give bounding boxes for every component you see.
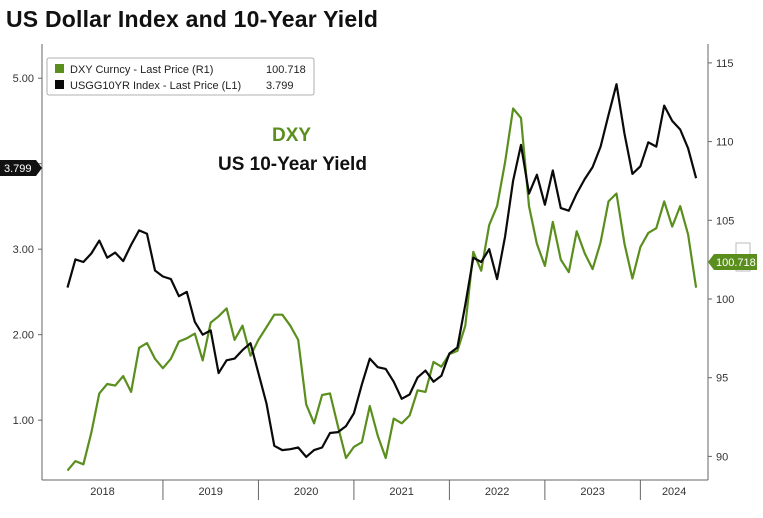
last-value-tag-yield: 3.799 bbox=[0, 160, 42, 176]
legend-swatch-yield bbox=[55, 80, 64, 89]
chart-title: US Dollar Index and 10-Year Yield bbox=[6, 6, 379, 32]
legend-value-yield: 3.799 bbox=[266, 80, 294, 92]
last-value-yield-text: 3.799 bbox=[4, 163, 32, 175]
last-value-tag-dxy: 100.718 bbox=[708, 242, 757, 272]
legend-swatch-dxy bbox=[55, 64, 64, 73]
series-line-yield bbox=[66, 83, 698, 458]
x-tick-label: 2022 bbox=[485, 486, 509, 498]
series-line-dxy bbox=[66, 107, 698, 472]
legend-value-dxy: 100.718 bbox=[266, 64, 306, 76]
left-tick-label: 5.00 bbox=[13, 73, 34, 85]
left-tick-label: 3.00 bbox=[13, 244, 34, 256]
series-layer bbox=[66, 83, 698, 472]
legend-label-yield: USGG10YR Index - Last Price (L1) bbox=[70, 80, 241, 92]
right-tick-label: 100 bbox=[716, 294, 734, 306]
annotation-yield: US 10-Year Yield bbox=[218, 154, 367, 175]
x-tick-label: 2018 bbox=[90, 486, 114, 498]
legend-label-dxy: DXY Curncy - Last Price (R1) bbox=[70, 64, 213, 76]
legend-box bbox=[46, 57, 315, 96]
annotation-dxy: DXY bbox=[272, 125, 311, 146]
right-tick-label: 115 bbox=[716, 58, 734, 70]
legend: DXY Curncy - Last Price (R1) 100.718 USG… bbox=[46, 57, 315, 96]
left-axis-ticks: 1.002.003.004.005.00 bbox=[13, 73, 42, 427]
x-tick-label: 2021 bbox=[389, 486, 413, 498]
right-tick-label: 90 bbox=[716, 451, 728, 463]
x-tick-label: 2020 bbox=[294, 486, 318, 498]
x-tick-label: 2024 bbox=[662, 486, 686, 498]
right-tick-label: 110 bbox=[716, 137, 734, 149]
x-tick-label: 2019 bbox=[198, 486, 222, 498]
right-tick-label: 95 bbox=[716, 373, 728, 385]
left-tick-label: 1.00 bbox=[13, 415, 34, 427]
last-value-dxy-text: 100.718 bbox=[716, 257, 756, 269]
right-tick-label: 105 bbox=[716, 215, 734, 227]
right-axis-ticks: 90 95 100 105 110 115 bbox=[708, 58, 734, 463]
x-axis-ticks: 2018 2019 2020 2021 2022 2023 2024 bbox=[90, 480, 686, 500]
left-tick-label: 2.00 bbox=[13, 330, 34, 342]
plot-area bbox=[42, 44, 708, 480]
x-tick-label: 2023 bbox=[580, 486, 604, 498]
